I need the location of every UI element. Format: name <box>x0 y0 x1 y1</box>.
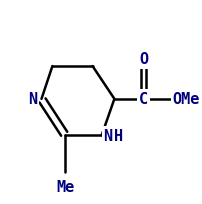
Text: H: H <box>114 128 123 143</box>
Text: Me: Me <box>56 179 74 194</box>
Text: OMe: OMe <box>172 92 199 107</box>
Text: N: N <box>28 92 37 107</box>
Text: O: O <box>138 52 147 67</box>
Text: N: N <box>103 128 112 143</box>
Text: C: C <box>138 92 147 107</box>
